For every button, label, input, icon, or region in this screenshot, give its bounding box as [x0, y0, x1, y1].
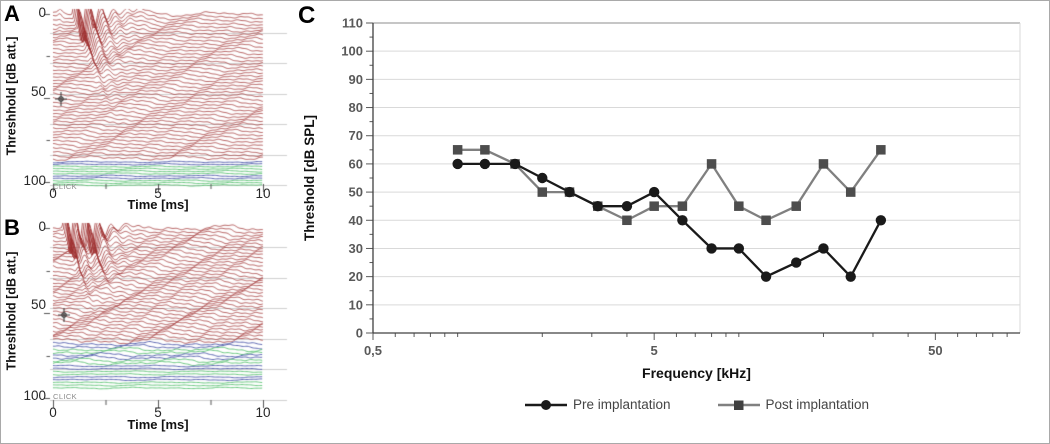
- audiogram-chart: 0 10 20 30 40 50 60 70 80 90 100 110 0,5 5 50: [341, 16, 1021, 358]
- panel-c: 0 10 20 30 40 50 60 70 80 90 100 110 0,5 5 50 C Thresh…: [291, 1, 1049, 443]
- pre-data-point: [733, 243, 745, 254]
- c-x-tick-label: 50: [928, 343, 942, 358]
- legend: Pre implantation Post implantation: [373, 397, 1020, 412]
- post-data-point: [622, 215, 632, 226]
- post-data-point: [818, 159, 829, 169]
- panel-c-label: C: [298, 2, 316, 29]
- panel-b-stimulus-label: CLICK: [53, 392, 78, 401]
- panel-a-x-tick-0: 0: [49, 186, 57, 201]
- panel-a-waveform-canvas: [1, 1, 291, 216]
- panel-b-y-tick-0: 0: [38, 219, 46, 234]
- c-y-tick-label: 90: [349, 72, 363, 87]
- post-data-point: [761, 215, 771, 226]
- pre-data-point: [760, 271, 772, 282]
- panel-b-x-tick-5: 5: [154, 405, 162, 420]
- pre-data-point: [818, 243, 829, 254]
- c-x-tick-label: 5: [651, 343, 658, 358]
- pre-implantation-marker-icon: [524, 399, 567, 410]
- panel-c-x-axis-title: Frequency [kHz]: [642, 365, 751, 381]
- panel-a-y-axis-title: Threshhold [dB att.]: [4, 36, 19, 156]
- post-data-point: [537, 187, 548, 197]
- post-data-point: [649, 201, 659, 211]
- panel-a-x-axis-title: Time [ms]: [127, 197, 189, 212]
- post-data-point: [677, 201, 688, 211]
- pre-data-point: [621, 200, 633, 212]
- post-data-point: [452, 145, 463, 155]
- legend-label-pre: Pre implantation: [572, 397, 671, 412]
- panel-b-label: B: [4, 215, 20, 240]
- post-data-point: [876, 145, 886, 155]
- panel-a-y-tick-0: 0: [38, 5, 46, 20]
- pre-data-point: [592, 200, 603, 212]
- c-y-tick-label: 70: [349, 128, 363, 143]
- pre-data-point: [509, 158, 521, 170]
- c-y-tick-label: 60: [349, 156, 363, 171]
- panel-a-stimulus-label: CLICK: [53, 182, 78, 191]
- c-y-tick-label: 80: [349, 100, 363, 115]
- c-y-tick-label: 0: [356, 326, 363, 341]
- panel-c-y-axis-title: Threshold [dB SPL]: [301, 115, 317, 241]
- post-data-point: [706, 159, 717, 169]
- c-y-tick-label: 20: [349, 269, 363, 284]
- pre-data-point: [791, 257, 802, 268]
- post-data-point: [734, 201, 744, 211]
- panel-a-label: A: [4, 1, 20, 26]
- pre-data-point: [845, 271, 856, 282]
- pre-data-point: [479, 158, 491, 170]
- pre-data-point: [452, 158, 463, 170]
- c-y-tick-label: 50: [349, 185, 363, 200]
- post-data-point: [480, 145, 490, 155]
- post-implantation-line: [457, 148, 882, 222]
- legend-item-post: Post implantation: [717, 397, 870, 412]
- panel-b-waveform-canvas: [1, 216, 291, 443]
- panel-b-y-axis-title: Threshhold [dB att.]: [4, 251, 19, 371]
- c-y-tick-label: 40: [349, 213, 363, 228]
- post-data-point: [791, 201, 801, 211]
- panel-a-x-tick-5: 5: [154, 186, 162, 201]
- legend-label-post: Post implantation: [765, 397, 870, 412]
- panel-a-x-tick-10: 10: [255, 186, 271, 201]
- panel-b-x-tick-10: 10: [255, 405, 271, 420]
- pre-data-point: [537, 172, 548, 184]
- panel-a-y-tick-50: 50: [30, 84, 46, 99]
- panel-b-x-tick-0: 0: [49, 405, 57, 420]
- post-data-point: [845, 187, 856, 197]
- c-y-tick-label: 100: [341, 44, 363, 59]
- panel-a-y-tick-100: 100: [23, 173, 46, 188]
- pre-implantation-line: [457, 162, 882, 279]
- panel-b-x-axis-title: Time [ms]: [127, 417, 189, 432]
- c-y-tick-label: 110: [342, 16, 363, 31]
- pre-data-point: [648, 186, 660, 198]
- panel-b-y-tick-100: 100: [23, 388, 46, 403]
- pre-data-point: [706, 243, 717, 254]
- legend-item-pre: Pre implantation: [524, 397, 671, 412]
- c-x-tick-label: 0,5: [364, 343, 382, 358]
- c-y-tick-label: 30: [349, 241, 363, 256]
- pre-data-point: [677, 215, 688, 226]
- pre-data-point: [564, 186, 575, 198]
- pre-data-point: [875, 215, 887, 226]
- post-implantation-marker-icon: [717, 400, 760, 410]
- c-y-tick-label: 10: [349, 297, 363, 312]
- panel-b-y-tick-50: 50: [30, 297, 46, 312]
